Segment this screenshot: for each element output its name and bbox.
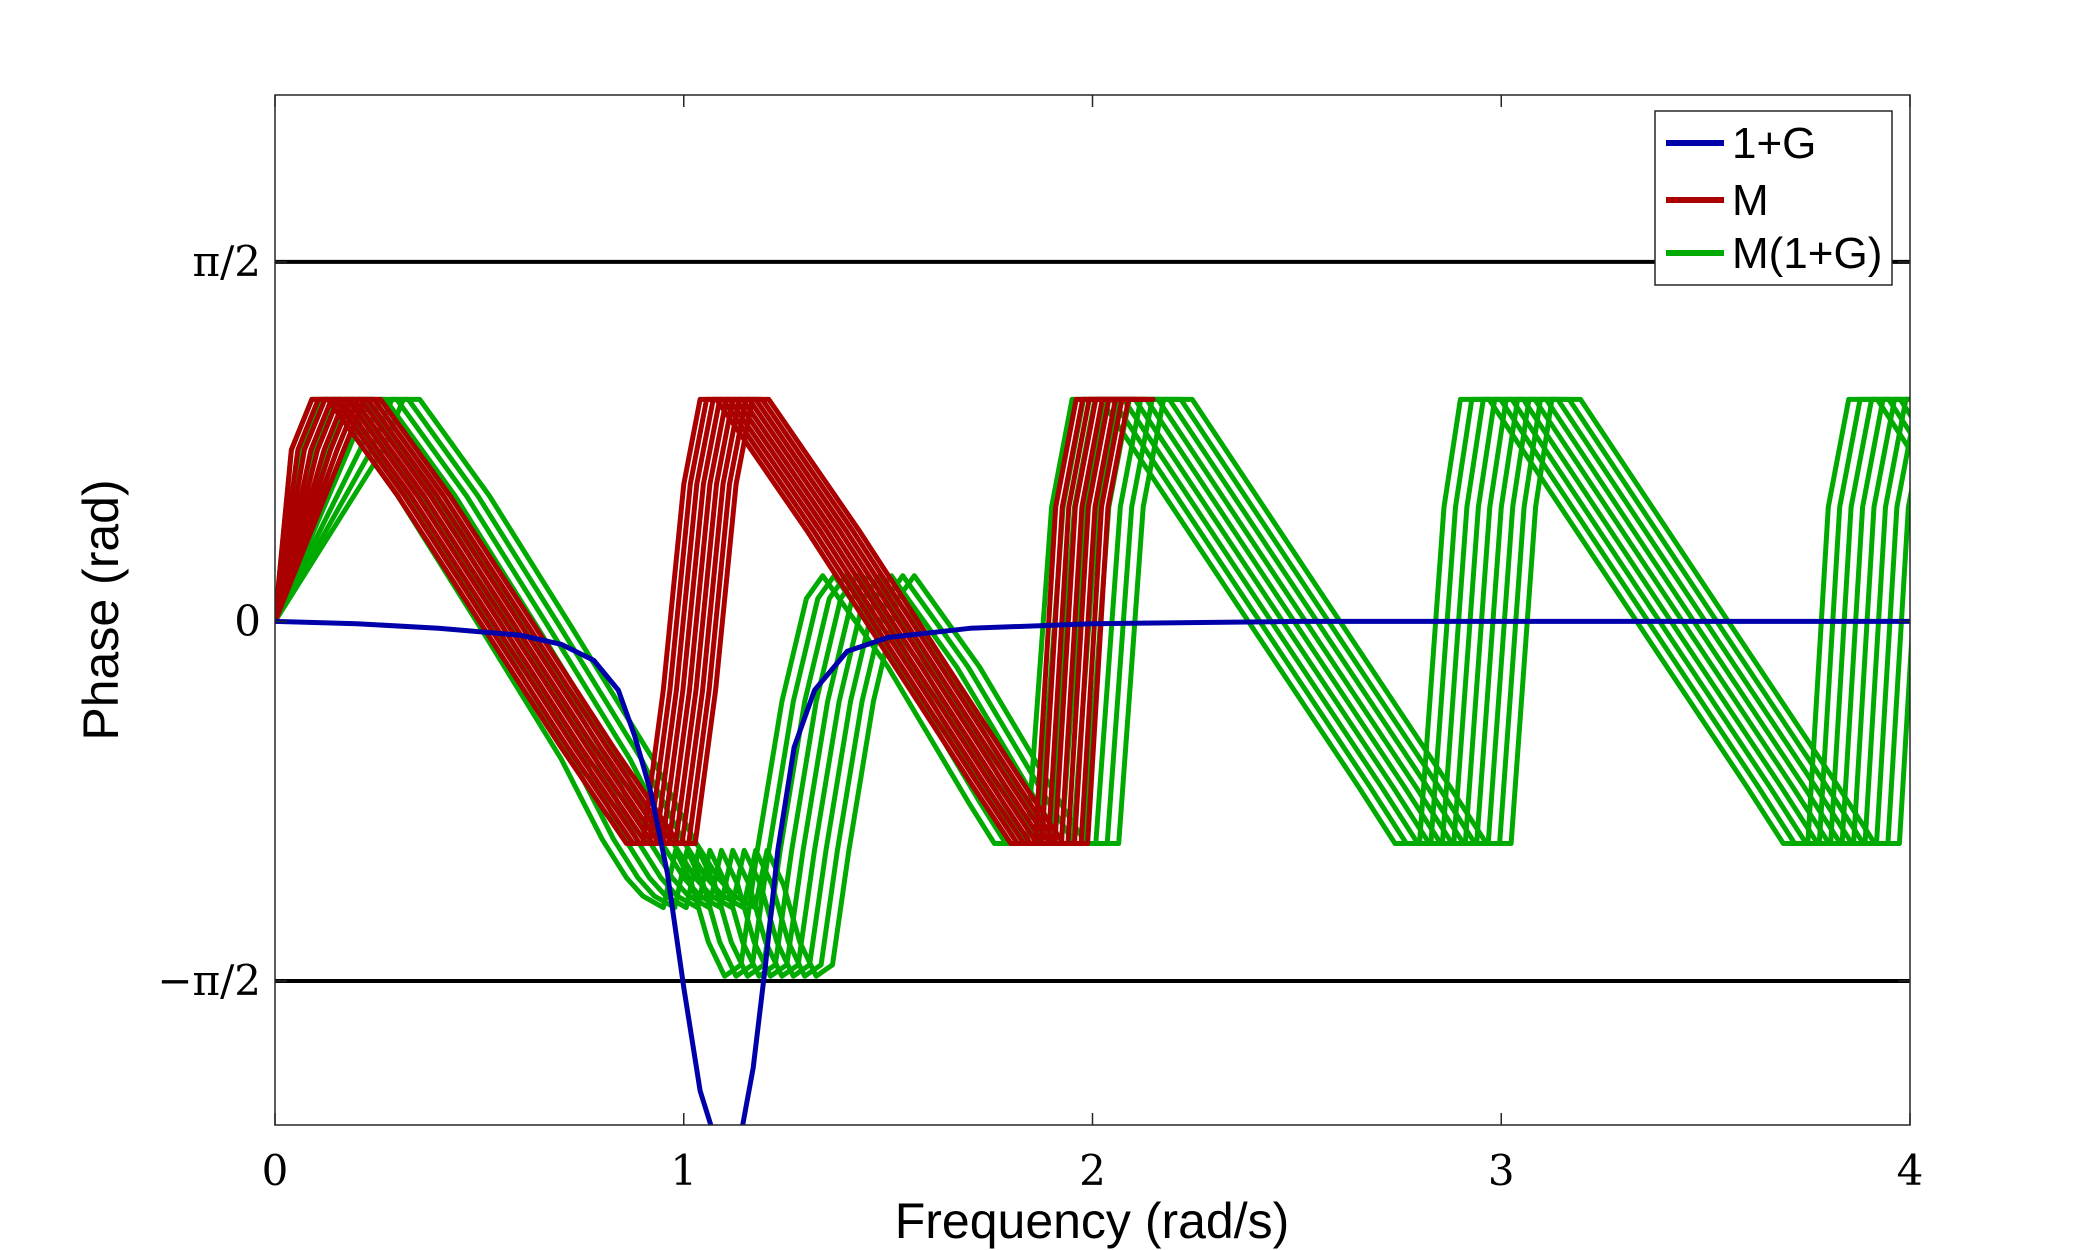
y-tick-label: −π/2: [157, 956, 261, 1005]
series-line-m: [275, 396, 1156, 846]
x-tick-label: 0: [262, 1146, 289, 1195]
series-line-1-g: [275, 618, 1910, 1125]
x-tick-label: 2: [1079, 1146, 1106, 1195]
reference-lines: [275, 259, 1910, 983]
y-axis-title: Phase (rad): [73, 479, 129, 740]
legend-label-1g: 1+G: [1732, 119, 1816, 168]
legend-label-m: M: [1732, 176, 1769, 225]
x-tick-label: 1: [670, 1146, 697, 1195]
x-tick-label: 4: [1897, 1146, 1924, 1195]
y-tick-label: 0: [234, 596, 261, 645]
y-axis-ticks: π/2 0 −π/2: [157, 237, 1910, 1005]
x-tick-label: 3: [1488, 1146, 1515, 1195]
legend: 1+G M M(1+G): [1654, 110, 1893, 286]
series-line-m-1-g-: [275, 396, 1910, 979]
x-axis-title: Frequency (rad/s): [895, 1193, 1290, 1249]
legend-label-m1g: M(1+G): [1732, 229, 1882, 278]
series-line-m-1-g-: [275, 396, 1910, 979]
series-layer: [275, 396, 1910, 1125]
x-axis-ticks: 0 1 2 3 4: [262, 95, 1924, 1195]
y-tick-label: π/2: [193, 237, 261, 286]
